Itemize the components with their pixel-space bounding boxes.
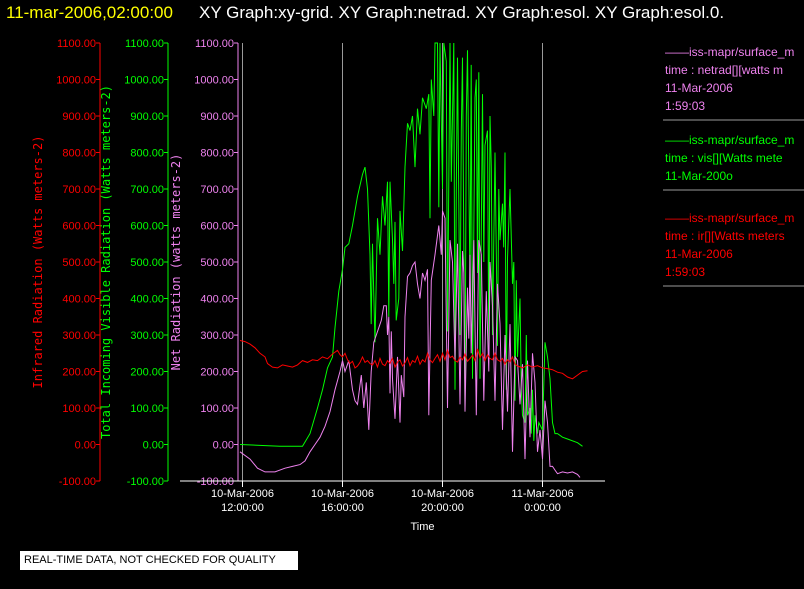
y-tick-label: 400.00 bbox=[62, 294, 96, 306]
y-axis-title-vis: Total Incoming Visible Radiation (Watts … bbox=[99, 85, 113, 439]
y-tick-label: -100.00 bbox=[127, 476, 164, 488]
x-tick-label: 12:00:00 bbox=[221, 502, 264, 514]
x-axis: 10-Mar-2006 12:00:00 10-Mar-2006 16:00:00 10… bbox=[180, 480, 605, 533]
legend-text: 11-Mar-200o bbox=[665, 169, 733, 183]
legend-text: ——iss-mapr/surface_m bbox=[665, 133, 794, 147]
y-tick-label: 800.00 bbox=[130, 148, 164, 160]
y-tick-label: 600.00 bbox=[200, 221, 234, 233]
x-tick-label: 20:00:00 bbox=[421, 502, 464, 514]
y-tick-label: 700.00 bbox=[200, 184, 234, 196]
x-tick-label: 10-Mar-2006 bbox=[211, 488, 274, 500]
y-tick-label: 1000.00 bbox=[56, 75, 96, 87]
y-tick-label: 200.00 bbox=[130, 367, 164, 379]
x-tick-label: 11-Mar-2006 bbox=[511, 488, 573, 500]
y-tick-label: 100.00 bbox=[200, 403, 234, 415]
y-tick-label: 600.00 bbox=[62, 221, 96, 233]
series-line-ir bbox=[239, 340, 588, 380]
y-tick-label: 0.00 bbox=[75, 440, 96, 452]
legend-text: 11-Mar-2006 bbox=[665, 247, 733, 261]
y-tick-label: 1100.00 bbox=[57, 38, 96, 50]
y-tick-label: 1000.00 bbox=[124, 75, 164, 87]
y-tick-label: 300.00 bbox=[62, 330, 96, 342]
series-line-net bbox=[239, 210, 581, 478]
x-axis-title: Time bbox=[410, 521, 434, 533]
x-tick-label: 0:00:00 bbox=[524, 502, 561, 514]
y-axis-title-net: Net Radiation (watts meters-2) bbox=[169, 154, 183, 371]
y-tick-label: 300.00 bbox=[200, 330, 234, 342]
x-tick-label: 10-Mar-2006 bbox=[411, 488, 474, 500]
legend-text: ——iss-mapr/surface_m bbox=[665, 211, 794, 225]
y-tick-label: 700.00 bbox=[130, 184, 164, 196]
y-tick-label: 1100.00 bbox=[195, 38, 234, 50]
x-tick-label: 16:00:00 bbox=[321, 502, 364, 514]
legend-text: time : ir[][Watts meters bbox=[665, 229, 785, 243]
y-tick-label: 300.00 bbox=[130, 330, 164, 342]
series-lines bbox=[239, 42, 588, 478]
y-tick-label: 0.00 bbox=[143, 440, 164, 452]
y-tick-label: 400.00 bbox=[200, 294, 234, 306]
legend-text: 1:59:03 bbox=[665, 99, 705, 113]
y-tick-label: -100.00 bbox=[197, 476, 234, 488]
legend-text: time : netrad[][watts m bbox=[665, 63, 783, 77]
y-axis-net: -100.00 0.00 100.00 200.00 300.00 400.00 500.0… bbox=[169, 38, 239, 488]
y-tick-label: -100.00 bbox=[59, 476, 96, 488]
y-tick-label: 900.00 bbox=[62, 111, 96, 123]
quality-notice: REAL-TIME DATA, NOT CHECKED FOR QUALITY bbox=[20, 551, 298, 570]
y-tick-label: 200.00 bbox=[62, 367, 96, 379]
y-tick-label: 600.00 bbox=[130, 221, 164, 233]
title-date: 11-mar-2006,02:00:00 bbox=[6, 3, 173, 22]
y-tick-label: 200.00 bbox=[200, 367, 234, 379]
y-axes: -100.00 0.00 100.00 200.00 300.00 400.00 500.0… bbox=[31, 38, 239, 488]
y-tick-label: 400.00 bbox=[130, 294, 164, 306]
y-axis-title-ir: Infrared Radiation (Watts meters-2) bbox=[31, 136, 45, 389]
y-tick-label: 1100.00 bbox=[125, 38, 164, 50]
y-tick-label: 700.00 bbox=[62, 184, 96, 196]
legend-text: 1:59:03 bbox=[665, 265, 705, 279]
legend-text: ——iss-mapr/surface_m bbox=[665, 45, 794, 59]
y-tick-label: 500.00 bbox=[62, 257, 96, 269]
legend-text: 11-Mar-2006 bbox=[665, 81, 733, 95]
title-graphs: XY Graph:xy-grid. XY Graph:netrad. XY Gr… bbox=[199, 3, 724, 22]
y-tick-label: 900.00 bbox=[200, 111, 234, 123]
y-tick-label: 100.00 bbox=[130, 403, 164, 415]
y-axis-ir: -100.00 0.00 100.00 200.00 300.00 400.00 500.0… bbox=[31, 38, 101, 488]
y-tick-label: 900.00 bbox=[130, 111, 164, 123]
y-tick-label: 800.00 bbox=[200, 148, 234, 160]
y-tick-label: 800.00 bbox=[62, 148, 96, 160]
plot-area bbox=[242, 43, 543, 481]
y-tick-label: 500.00 bbox=[200, 257, 234, 269]
legend-text: time : vis[][Watts mete bbox=[665, 151, 783, 165]
y-tick-label: 500.00 bbox=[130, 257, 164, 269]
y-tick-label: 0.00 bbox=[213, 440, 234, 452]
x-tick-label: 10-Mar-2006 bbox=[311, 488, 374, 500]
y-tick-label: 1000.00 bbox=[194, 75, 234, 87]
y-tick-label: 100.00 bbox=[62, 403, 96, 415]
y-axis-vis: -100.00 0.00 100.00 200.00 300.00 400.00 500.0… bbox=[99, 38, 169, 488]
